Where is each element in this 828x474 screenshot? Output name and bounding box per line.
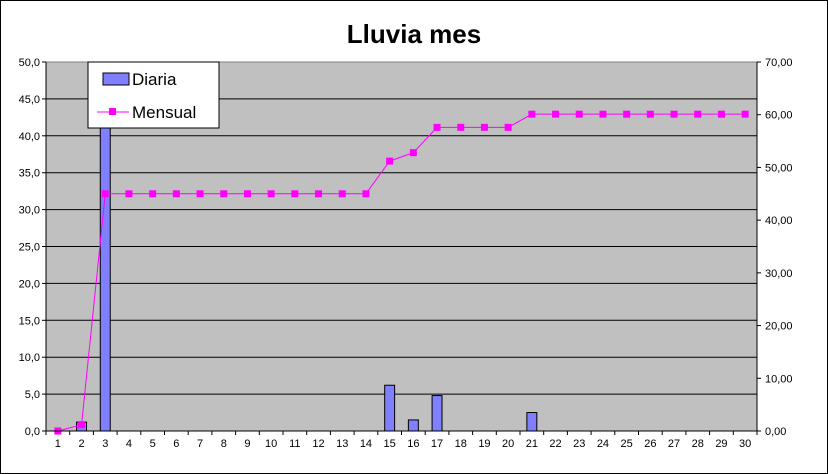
point-mensual [717,110,725,118]
x-tick-label: 8 [221,438,227,450]
x-tick-label: 30 [739,438,751,450]
x-tick-label: 27 [668,438,680,450]
y-right-tick-label: 70,00 [765,57,793,69]
point-mensual [528,110,536,118]
point-mensual [362,190,370,198]
x-tick-label: 25 [621,438,633,450]
point-mensual [243,190,251,198]
x-tick-label: 17 [431,438,443,450]
y-left-tick-label: 50,0 [19,57,40,69]
y-right-tick-label: 30,00 [765,268,793,280]
bar-diaria [431,395,443,432]
x-tick-label: 18 [455,438,467,450]
x-tick-label: 11 [289,438,300,450]
point-mensual [504,123,512,131]
x-tick-label: 21 [526,438,538,450]
point-mensual [125,190,133,198]
point-mensual [457,123,465,131]
x-tick-label: 15 [384,438,396,450]
point-mensual [172,190,180,198]
x-tick-label: 14 [360,438,372,450]
y-right-tick-label: 60,00 [765,110,793,122]
y-left-tick-label: 20,0 [19,278,40,290]
line-mensual [57,113,746,432]
x-tick-label: 7 [197,438,203,450]
y-right-tick-label: 50,00 [765,162,793,174]
point-mensual [480,123,488,131]
bar-diaria [99,98,111,432]
legend-label-diaria: Diaria [132,70,177,89]
point-mensual [741,110,749,118]
point-mensual [694,110,702,118]
x-tick-label: 24 [597,438,609,450]
point-mensual [646,110,654,118]
point-mensual [575,110,583,118]
y-left-tick-label: 0,0 [25,426,40,438]
bar-diaria [526,412,538,432]
y-left-tick-label: 40,0 [19,131,40,143]
point-mensual [433,123,441,131]
axis-layer: 0,05,010,015,020,025,030,035,040,045,050… [19,57,793,450]
point-mensual [338,190,346,198]
point-mensual [101,190,109,198]
y-left-tick-label: 15,0 [19,315,40,327]
legend-label-mensual: Mensual [132,103,196,122]
point-mensual [78,421,86,429]
point-mensual [149,190,157,198]
x-tick-label: 26 [644,438,656,450]
point-mensual [386,157,394,165]
x-tick-label: 16 [407,438,419,450]
x-tick-label: 4 [126,438,132,450]
bar-diaria [407,419,419,432]
point-mensual [599,110,607,118]
x-tick-label: 9 [244,438,250,450]
point-mensual [267,190,275,198]
point-mensual [670,110,678,118]
x-tick-label: 22 [549,438,561,450]
point-mensual [220,190,228,198]
point-mensual [409,149,417,157]
x-tick-label: 19 [478,438,490,450]
x-tick-label: 13 [336,438,348,450]
y-left-tick-label: 30,0 [19,205,40,217]
y-left-tick-label: 5,0 [25,389,40,401]
x-tick-label: 28 [692,438,704,450]
y-left-tick-label: 25,0 [19,242,40,254]
y-left-tick-label: 10,0 [19,352,40,364]
x-tick-label: 2 [78,438,84,450]
y-left-tick-label: 45,0 [19,94,40,106]
x-tick-label: 5 [150,438,156,450]
point-mensual [291,190,299,198]
bar-diaria [384,384,396,432]
x-tick-label: 29 [715,438,727,450]
y-right-tick-label: 10,00 [765,373,793,385]
y-right-tick-label: 20,00 [765,321,793,333]
legend-swatch-marker-mensual [109,108,116,115]
chart-title: Lluvia mes [347,19,481,49]
point-mensual [315,190,323,198]
x-tick-label: 10 [265,438,277,450]
x-tick-label: 6 [173,438,179,450]
x-tick-label: 1 [55,438,61,450]
point-mensual [196,190,204,198]
y-right-tick-label: 40,00 [765,215,793,227]
y-left-tick-label: 35,0 [19,168,40,180]
point-mensual [552,110,560,118]
x-tick-label: 12 [312,438,324,450]
x-tick-label: 23 [573,438,585,450]
y-right-tick-label: 0,00 [765,426,786,438]
point-mensual [623,110,631,118]
x-tick-label: 3 [102,438,108,450]
x-tick-label: 20 [502,438,514,450]
legend: Diaria Mensual [87,61,220,129]
legend-swatch-diaria [102,72,130,86]
